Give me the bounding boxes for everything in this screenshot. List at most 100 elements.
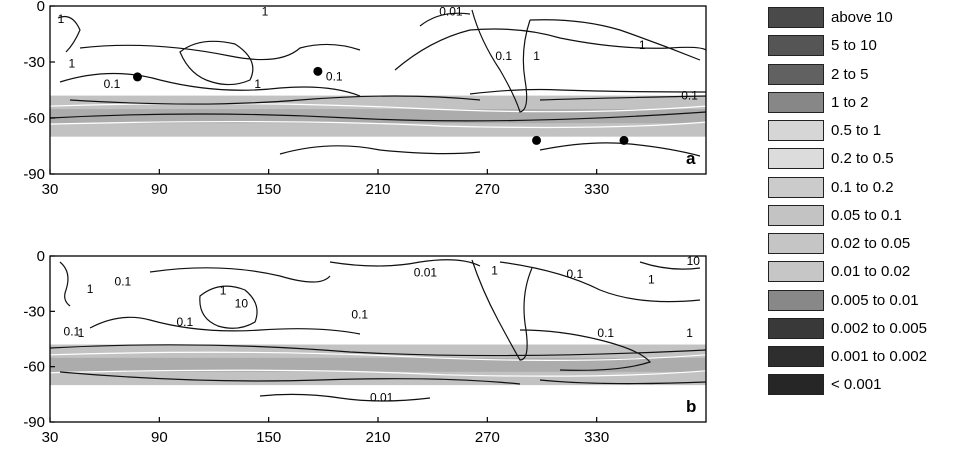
legend-swatch (768, 204, 824, 226)
contour-label: 0.01 (370, 391, 394, 405)
legend-label: 0.005 to 0.01 (831, 291, 919, 309)
legend-label: < 0.001 (831, 376, 882, 394)
contour-label: 1 (87, 282, 94, 296)
contour-line (49, 111, 707, 122)
legend-item: 2 to 5 (768, 63, 976, 87)
legend-swatch (768, 7, 824, 28)
contour-line (499, 261, 701, 303)
contour-label: 0.1 (566, 267, 583, 281)
contour-line (59, 72, 361, 97)
y-tick-label: -60 (23, 110, 45, 127)
x-tick-label: 270 (475, 429, 500, 446)
legend-label: 0.001 to 0.002 (831, 348, 927, 365)
legend-item: above 10 (768, 7, 976, 30)
contour-label: 0.1 (351, 308, 368, 322)
contour-line (639, 261, 701, 270)
contour-label: 0.1 (326, 70, 343, 84)
contour-line (539, 142, 701, 157)
contour-line (149, 267, 331, 283)
legend-label: 1 to 2 (831, 93, 869, 111)
legend-item: 0.01 to 0.02 (768, 261, 976, 284)
x-tick-label: 90 (151, 429, 168, 446)
legend-label: 2 to 5 (831, 65, 869, 83)
plot-area (50, 6, 706, 174)
legend-label: 5 to 10 (831, 37, 877, 55)
legend-item: 0.005 to 0.01 (768, 289, 976, 313)
contour-line (471, 259, 533, 361)
band-white-contour (49, 120, 707, 129)
legend: above 10 5 to 10 2 to 5 1 to 2 0.5 to 1 0.2 t… (768, 7, 976, 403)
legend-swatch (768, 35, 824, 57)
contour-line (89, 316, 361, 335)
legend-label: 0.05 to 0.1 (831, 206, 902, 224)
contour-line (519, 329, 652, 371)
legend-item: 0.1 to 0.2 (768, 176, 976, 200)
band-core (50, 357, 706, 372)
contour-line (179, 40, 254, 86)
contour-line (259, 393, 431, 402)
contour-line (469, 88, 707, 95)
legend-swatch (768, 91, 824, 113)
x-tick-label: 210 (365, 429, 390, 446)
contour-line (49, 344, 707, 357)
contour-label: 10 (235, 297, 249, 311)
x-tick-label: 150 (256, 181, 281, 198)
legend-item: 0.05 to 0.1 (768, 204, 976, 228)
y-tick-label: 0 (37, 248, 45, 265)
contour-label: 0.01 (439, 4, 463, 18)
legend-item: 0.2 to 0.5 (768, 148, 976, 171)
contour-label: 1 (686, 326, 693, 340)
site-marker (532, 135, 542, 145)
legend-swatch (768, 63, 824, 85)
legend-swatch (768, 289, 824, 311)
x-tick-label: 330 (584, 181, 609, 198)
contour-label: 0.1 (681, 88, 698, 102)
x-tick-label: 30 (42, 181, 59, 198)
legend-label: 0.01 to 0.02 (831, 263, 911, 281)
contour-label: 1 (533, 49, 540, 63)
site-marker (619, 135, 629, 145)
site-marker (313, 66, 323, 76)
contour-label: 1 (78, 326, 85, 340)
legend-swatch (768, 148, 824, 170)
legend-label: 0.002 to 0.005 (831, 319, 927, 337)
x-tick-label: 30 (42, 429, 59, 446)
legend-item: 1 to 2 (768, 91, 976, 115)
contour-label: 1 (262, 4, 269, 18)
x-tick-label: 90 (151, 181, 168, 198)
contour-label: 0.1 (495, 49, 512, 63)
contour-label: 1 (58, 12, 65, 26)
contour-label: 1 (491, 263, 498, 277)
contour-line (539, 95, 707, 101)
legend-item: < 0.001 (768, 374, 976, 397)
y-tick-label: 0 (37, 0, 45, 15)
legend-swatch (768, 233, 824, 254)
contour-line (59, 371, 521, 385)
contour-line (279, 145, 481, 155)
y-tick-label: -60 (23, 359, 45, 376)
y-tick-label: -30 (23, 54, 45, 71)
legend-label: above 10 (831, 9, 893, 26)
x-tick-label: 150 (256, 429, 281, 446)
panel-label: b (686, 397, 696, 416)
contour-line (59, 261, 71, 307)
legend-item: 0.02 to 0.05 (768, 233, 976, 256)
y-tick-label: -90 (23, 166, 45, 183)
contour-label: 10 (687, 254, 701, 268)
x-tick-label: 210 (365, 181, 390, 198)
legend-swatch (768, 374, 824, 396)
legend-swatch (768, 346, 824, 367)
legend-label: 0.2 to 0.5 (831, 150, 894, 168)
contour-label: 1 (254, 77, 261, 91)
panel-a: 1 1 0.01 1 0.1 1 0.1 0.1 1 1 0.1 30 90 150 210 270 330 0 -… (23, 0, 707, 198)
legend-item: 0.5 to 1 (768, 120, 976, 143)
contour-line (471, 9, 531, 113)
contour-label: 0.1 (115, 275, 132, 289)
contour-label: 0.1 (64, 324, 81, 338)
contour-label: 0.1 (104, 77, 121, 91)
legend-item: 5 to 10 (768, 35, 976, 58)
y-tick-label: -30 (23, 303, 45, 320)
contour-line (529, 19, 701, 61)
legend-item: 0.002 to 0.005 (768, 317, 976, 341)
